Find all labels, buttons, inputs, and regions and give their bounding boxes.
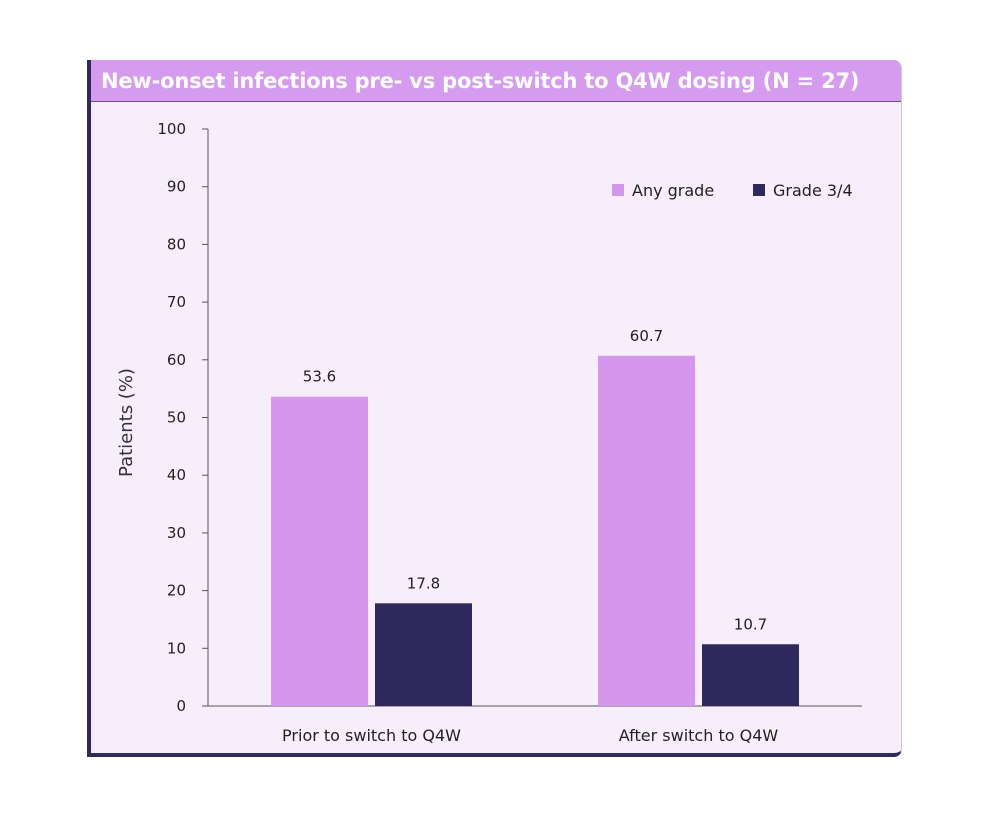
y-tick-label: 40 [167, 466, 186, 484]
chart-header: New-onset infections pre- vs post-switch… [91, 60, 901, 102]
legend-swatch [753, 184, 765, 196]
bar [375, 603, 472, 706]
y-tick-label: 80 [167, 235, 186, 253]
y-tick-label: 20 [167, 582, 186, 600]
bar [702, 644, 799, 706]
y-axis-title: Patients (%) [116, 368, 137, 477]
x-category-label: After switch to Q4W [619, 726, 779, 745]
y-tick-label: 60 [167, 351, 186, 369]
bar-value-label: 53.6 [303, 368, 336, 386]
bar-value-label: 10.7 [734, 615, 767, 633]
bar-value-label: 60.7 [630, 327, 663, 345]
x-axis: Prior to switch to Q4W After switch to Q4… [208, 705, 862, 745]
chart-title: New-onset infections pre- vs post-switch… [101, 68, 860, 93]
legend-label: Grade 3/4 [773, 181, 853, 200]
bar [271, 396, 368, 706]
legend-label: Any grade [632, 181, 714, 200]
y-tick-label: 90 [167, 178, 186, 196]
y-tick-label: 50 [167, 409, 186, 427]
legend: Any grade Grade 3/4 [612, 181, 853, 200]
y-tick-label: 0 [176, 697, 186, 715]
bar-value-label: 17.8 [407, 574, 440, 592]
y-tick-label: 100 [157, 120, 186, 138]
y-axis: 0 10 20 30 40 50 60 70 80 90 100 [157, 120, 209, 715]
x-category-label: Prior to switch to Q4W [282, 726, 461, 745]
bar [598, 355, 695, 706]
bars: 53.6 17.8 60.7 10.7 [271, 327, 799, 706]
y-tick-label: 30 [167, 524, 186, 542]
chart-card: New-onset infections pre- vs post-switch… [87, 60, 902, 757]
y-tick-label: 10 [167, 639, 186, 657]
legend-swatch [612, 184, 624, 196]
y-tick-label: 70 [167, 293, 186, 311]
